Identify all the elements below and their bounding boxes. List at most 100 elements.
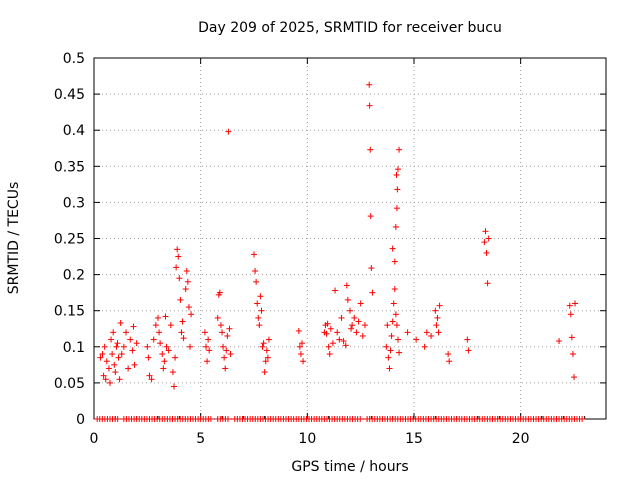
x-axis-title: GPS time / hours	[291, 459, 408, 475]
data-point	[359, 332, 366, 339]
data-point	[99, 351, 106, 358]
data-point	[481, 239, 488, 246]
data-point	[395, 336, 401, 343]
data-point	[103, 358, 110, 365]
data-point	[222, 365, 229, 372]
data-point	[155, 314, 161, 321]
data-point	[571, 374, 577, 381]
data-point	[161, 358, 168, 365]
data-point	[300, 358, 307, 365]
data-point	[133, 340, 140, 347]
data-point	[167, 322, 174, 329]
data-point	[187, 343, 193, 350]
data-point	[569, 351, 576, 358]
x-tick-label: 10	[298, 431, 316, 447]
data-point	[361, 322, 368, 329]
data-point	[206, 347, 213, 354]
data-point	[338, 314, 345, 321]
data-point	[384, 322, 391, 329]
data-point	[254, 300, 261, 307]
x-tick-label: 5	[196, 431, 205, 447]
data-point	[171, 383, 177, 390]
data-point	[179, 318, 186, 325]
data-point	[389, 318, 396, 325]
data-point	[343, 282, 350, 289]
data-point	[100, 372, 107, 379]
data-point	[329, 340, 336, 347]
data-point	[348, 325, 355, 332]
y-tick-label: 0.5	[63, 51, 85, 67]
data-point	[264, 354, 271, 361]
data-point	[174, 246, 181, 253]
data-point	[366, 102, 373, 109]
data-point	[261, 369, 268, 376]
data-point	[428, 332, 435, 339]
data-point	[395, 166, 401, 173]
data-point	[334, 329, 341, 336]
data-point	[392, 311, 399, 318]
data-point	[392, 223, 399, 230]
data-point	[204, 358, 211, 365]
data-point	[393, 205, 400, 212]
data-point	[340, 338, 347, 345]
data-point	[369, 289, 376, 296]
data-point	[156, 329, 163, 336]
data-point	[393, 171, 400, 178]
data-point	[295, 327, 302, 334]
data-point	[351, 314, 358, 321]
data-point	[347, 307, 353, 314]
data-point	[203, 343, 209, 350]
data-point	[423, 329, 430, 336]
data-point	[566, 302, 573, 309]
data-point	[366, 81, 373, 88]
grid-lines	[94, 58, 606, 419]
data-point	[265, 336, 272, 343]
data-point	[336, 336, 343, 343]
data-point	[109, 351, 116, 358]
data-point	[182, 286, 189, 293]
data-point	[216, 289, 223, 296]
data-point	[176, 275, 183, 282]
data-point	[214, 314, 221, 321]
data-point	[107, 379, 113, 386]
data-point	[201, 329, 208, 336]
data-point	[404, 329, 411, 336]
data-point	[485, 235, 492, 242]
data-point	[105, 365, 112, 372]
data-point	[223, 347, 230, 354]
data-point	[326, 351, 333, 358]
data-point	[125, 365, 132, 372]
data-point	[145, 354, 152, 361]
data-point	[572, 300, 579, 307]
tick-labels: 0 0.05 0.1 0.15 0.2 0.25 0.3 0.35 0.4 0.45 0.5 0 5 10…	[54, 51, 530, 447]
data-point	[262, 358, 269, 365]
data-point	[393, 322, 400, 329]
data-point	[483, 249, 490, 256]
data-point	[383, 343, 390, 350]
data-point	[482, 228, 489, 235]
data-point	[144, 343, 151, 350]
y-tick-label: 0.3	[63, 195, 85, 211]
y-tick-label: 0.35	[54, 159, 85, 175]
data-point	[465, 347, 472, 354]
data-point	[436, 302, 443, 309]
data-point	[185, 304, 192, 311]
data-point	[357, 416, 364, 422]
data-point	[101, 343, 108, 350]
data-point	[259, 343, 266, 350]
data-point	[433, 322, 440, 329]
data-point	[114, 416, 121, 422]
data-point	[172, 354, 179, 361]
data-point	[263, 347, 270, 354]
data-point	[148, 376, 155, 383]
data-point	[112, 369, 119, 376]
data-point	[253, 278, 260, 285]
data-point	[159, 351, 166, 358]
data-point	[118, 351, 125, 358]
data-point	[123, 329, 129, 336]
data-point	[344, 296, 351, 303]
data-point	[111, 361, 118, 368]
x-tick-label: 20	[512, 431, 530, 447]
data-point	[296, 343, 303, 350]
data-point	[349, 322, 356, 329]
